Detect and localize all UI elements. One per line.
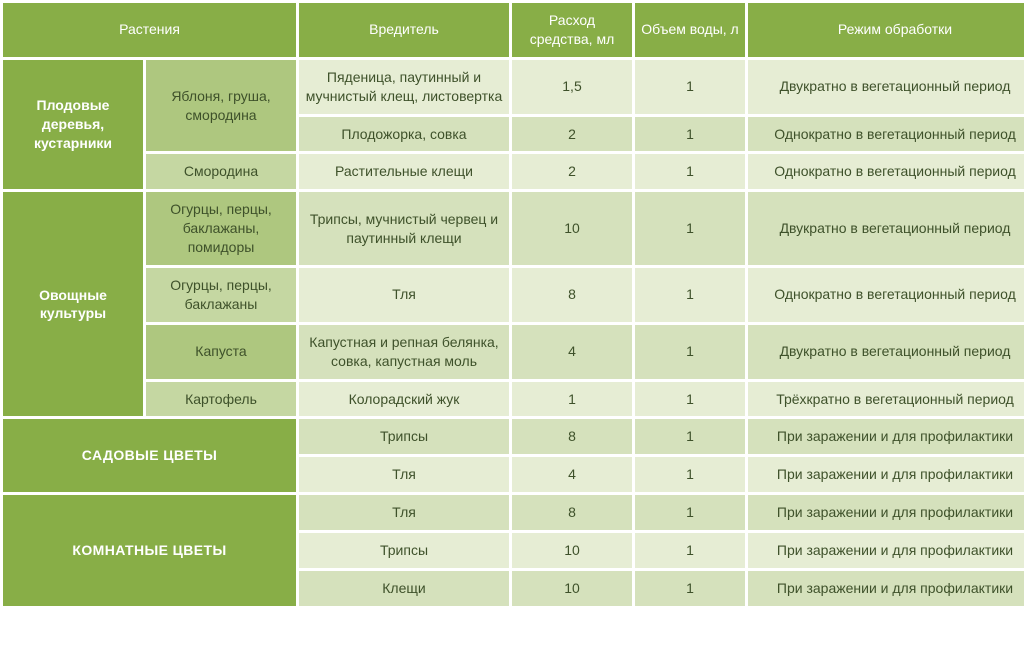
table-row: Овощные культуры Огурцы, перцы, баклажан… <box>3 192 1024 265</box>
table-row: Плодовые деревья, кустарники Яблоня, гру… <box>3 60 1024 114</box>
table-row: КОМНАТНЫЕ ЦВЕТЫ Тля 8 1 При заражении и … <box>3 495 1024 530</box>
cell-treat: Двукратно в вегетационный период <box>748 192 1024 265</box>
cell-water: 1 <box>635 533 745 568</box>
cell-water: 1 <box>635 457 745 492</box>
col-treatment: Режим обработки <box>748 3 1024 57</box>
cell-pest: Трипсы, мучнистый червец и паутинный кле… <box>299 192 509 265</box>
cell-water: 1 <box>635 495 745 530</box>
col-pest: Вредитель <box>299 3 509 57</box>
sub-veg2: Огурцы, перцы, баклажаны <box>146 268 296 322</box>
table-row: Картофель Колорадский жук 1 1 Трёхкратно… <box>3 382 1024 417</box>
cell-dosage: 1,5 <box>512 60 632 114</box>
dosage-table: Растения Вредитель Расход средства, мл О… <box>0 0 1024 609</box>
cell-pest: Плодожорка, совка <box>299 117 509 152</box>
cell-water: 1 <box>635 60 745 114</box>
cell-dosage: 10 <box>512 192 632 265</box>
cell-pest: Растительные клещи <box>299 154 509 189</box>
cell-treat: При заражении и для профилактики <box>748 457 1024 492</box>
cell-pest: Трипсы <box>299 533 509 568</box>
cell-pest: Капустная и репная белянка, совка, капус… <box>299 325 509 379</box>
cell-water: 1 <box>635 117 745 152</box>
header-row: Растения Вредитель Расход средства, мл О… <box>3 3 1024 57</box>
cell-dosage: 1 <box>512 382 632 417</box>
cell-treat: Однократно в вегетационный период <box>748 268 1024 322</box>
cell-pest: Тля <box>299 495 509 530</box>
group-veg: Овощные культуры <box>3 192 143 416</box>
cell-treat: Двукратно в вегетационный период <box>748 60 1024 114</box>
group-garden: САДОВЫЕ ЦВЕТЫ <box>3 419 296 492</box>
table-row: Огурцы, перцы, баклажаны Тля 8 1 Однокра… <box>3 268 1024 322</box>
cell-treat: Однократно в вегетационный период <box>748 154 1024 189</box>
cell-dosage: 10 <box>512 533 632 568</box>
cell-water: 1 <box>635 154 745 189</box>
cell-water: 1 <box>635 419 745 454</box>
sub-veg4: Картофель <box>146 382 296 417</box>
sub-veg1: Огурцы, перцы, баклажаны, помидоры <box>146 192 296 265</box>
cell-dosage: 8 <box>512 495 632 530</box>
cell-treat: При заражении и для профилактики <box>748 533 1024 568</box>
cell-dosage: 2 <box>512 117 632 152</box>
cell-pest: Колорадский жук <box>299 382 509 417</box>
col-dosage: Расход средства, мл <box>512 3 632 57</box>
table-row: Смородина Растительные клещи 2 1 Однокра… <box>3 154 1024 189</box>
cell-pest: Трипсы <box>299 419 509 454</box>
cell-treat: Однократно в вегетационный период <box>748 117 1024 152</box>
col-water: Объем воды, л <box>635 3 745 57</box>
cell-water: 1 <box>635 325 745 379</box>
sub-veg3: Капуста <box>146 325 296 379</box>
cell-dosage: 2 <box>512 154 632 189</box>
cell-water: 1 <box>635 268 745 322</box>
cell-water: 1 <box>635 382 745 417</box>
col-plants: Растения <box>3 3 296 57</box>
sub-fruit2: Смородина <box>146 154 296 189</box>
cell-dosage: 4 <box>512 325 632 379</box>
cell-treat: При заражении и для профилактики <box>748 495 1024 530</box>
cell-pest: Тля <box>299 457 509 492</box>
cell-dosage: 8 <box>512 419 632 454</box>
cell-pest: Тля <box>299 268 509 322</box>
table-row: САДОВЫЕ ЦВЕТЫ Трипсы 8 1 При заражении и… <box>3 419 1024 454</box>
cell-dosage: 4 <box>512 457 632 492</box>
cell-treat: При заражении и для профилактики <box>748 571 1024 606</box>
cell-pest: Пяденица, паутинный и мучнистый клещ, ли… <box>299 60 509 114</box>
cell-water: 1 <box>635 192 745 265</box>
cell-pest: Клещи <box>299 571 509 606</box>
cell-treat: При заражении и для профилактики <box>748 419 1024 454</box>
cell-treat: Двукратно в вегетационный период <box>748 325 1024 379</box>
sub-fruit1: Яблоня, груша, смородина <box>146 60 296 152</box>
table-row: Капуста Капустная и репная белянка, совк… <box>3 325 1024 379</box>
group-indoor: КОМНАТНЫЕ ЦВЕТЫ <box>3 495 296 606</box>
cell-treat: Трёхкратно в вегетационный период <box>748 382 1024 417</box>
cell-dosage: 8 <box>512 268 632 322</box>
cell-dosage: 10 <box>512 571 632 606</box>
cell-water: 1 <box>635 571 745 606</box>
group-fruit: Плодовые деревья, кустарники <box>3 60 143 190</box>
